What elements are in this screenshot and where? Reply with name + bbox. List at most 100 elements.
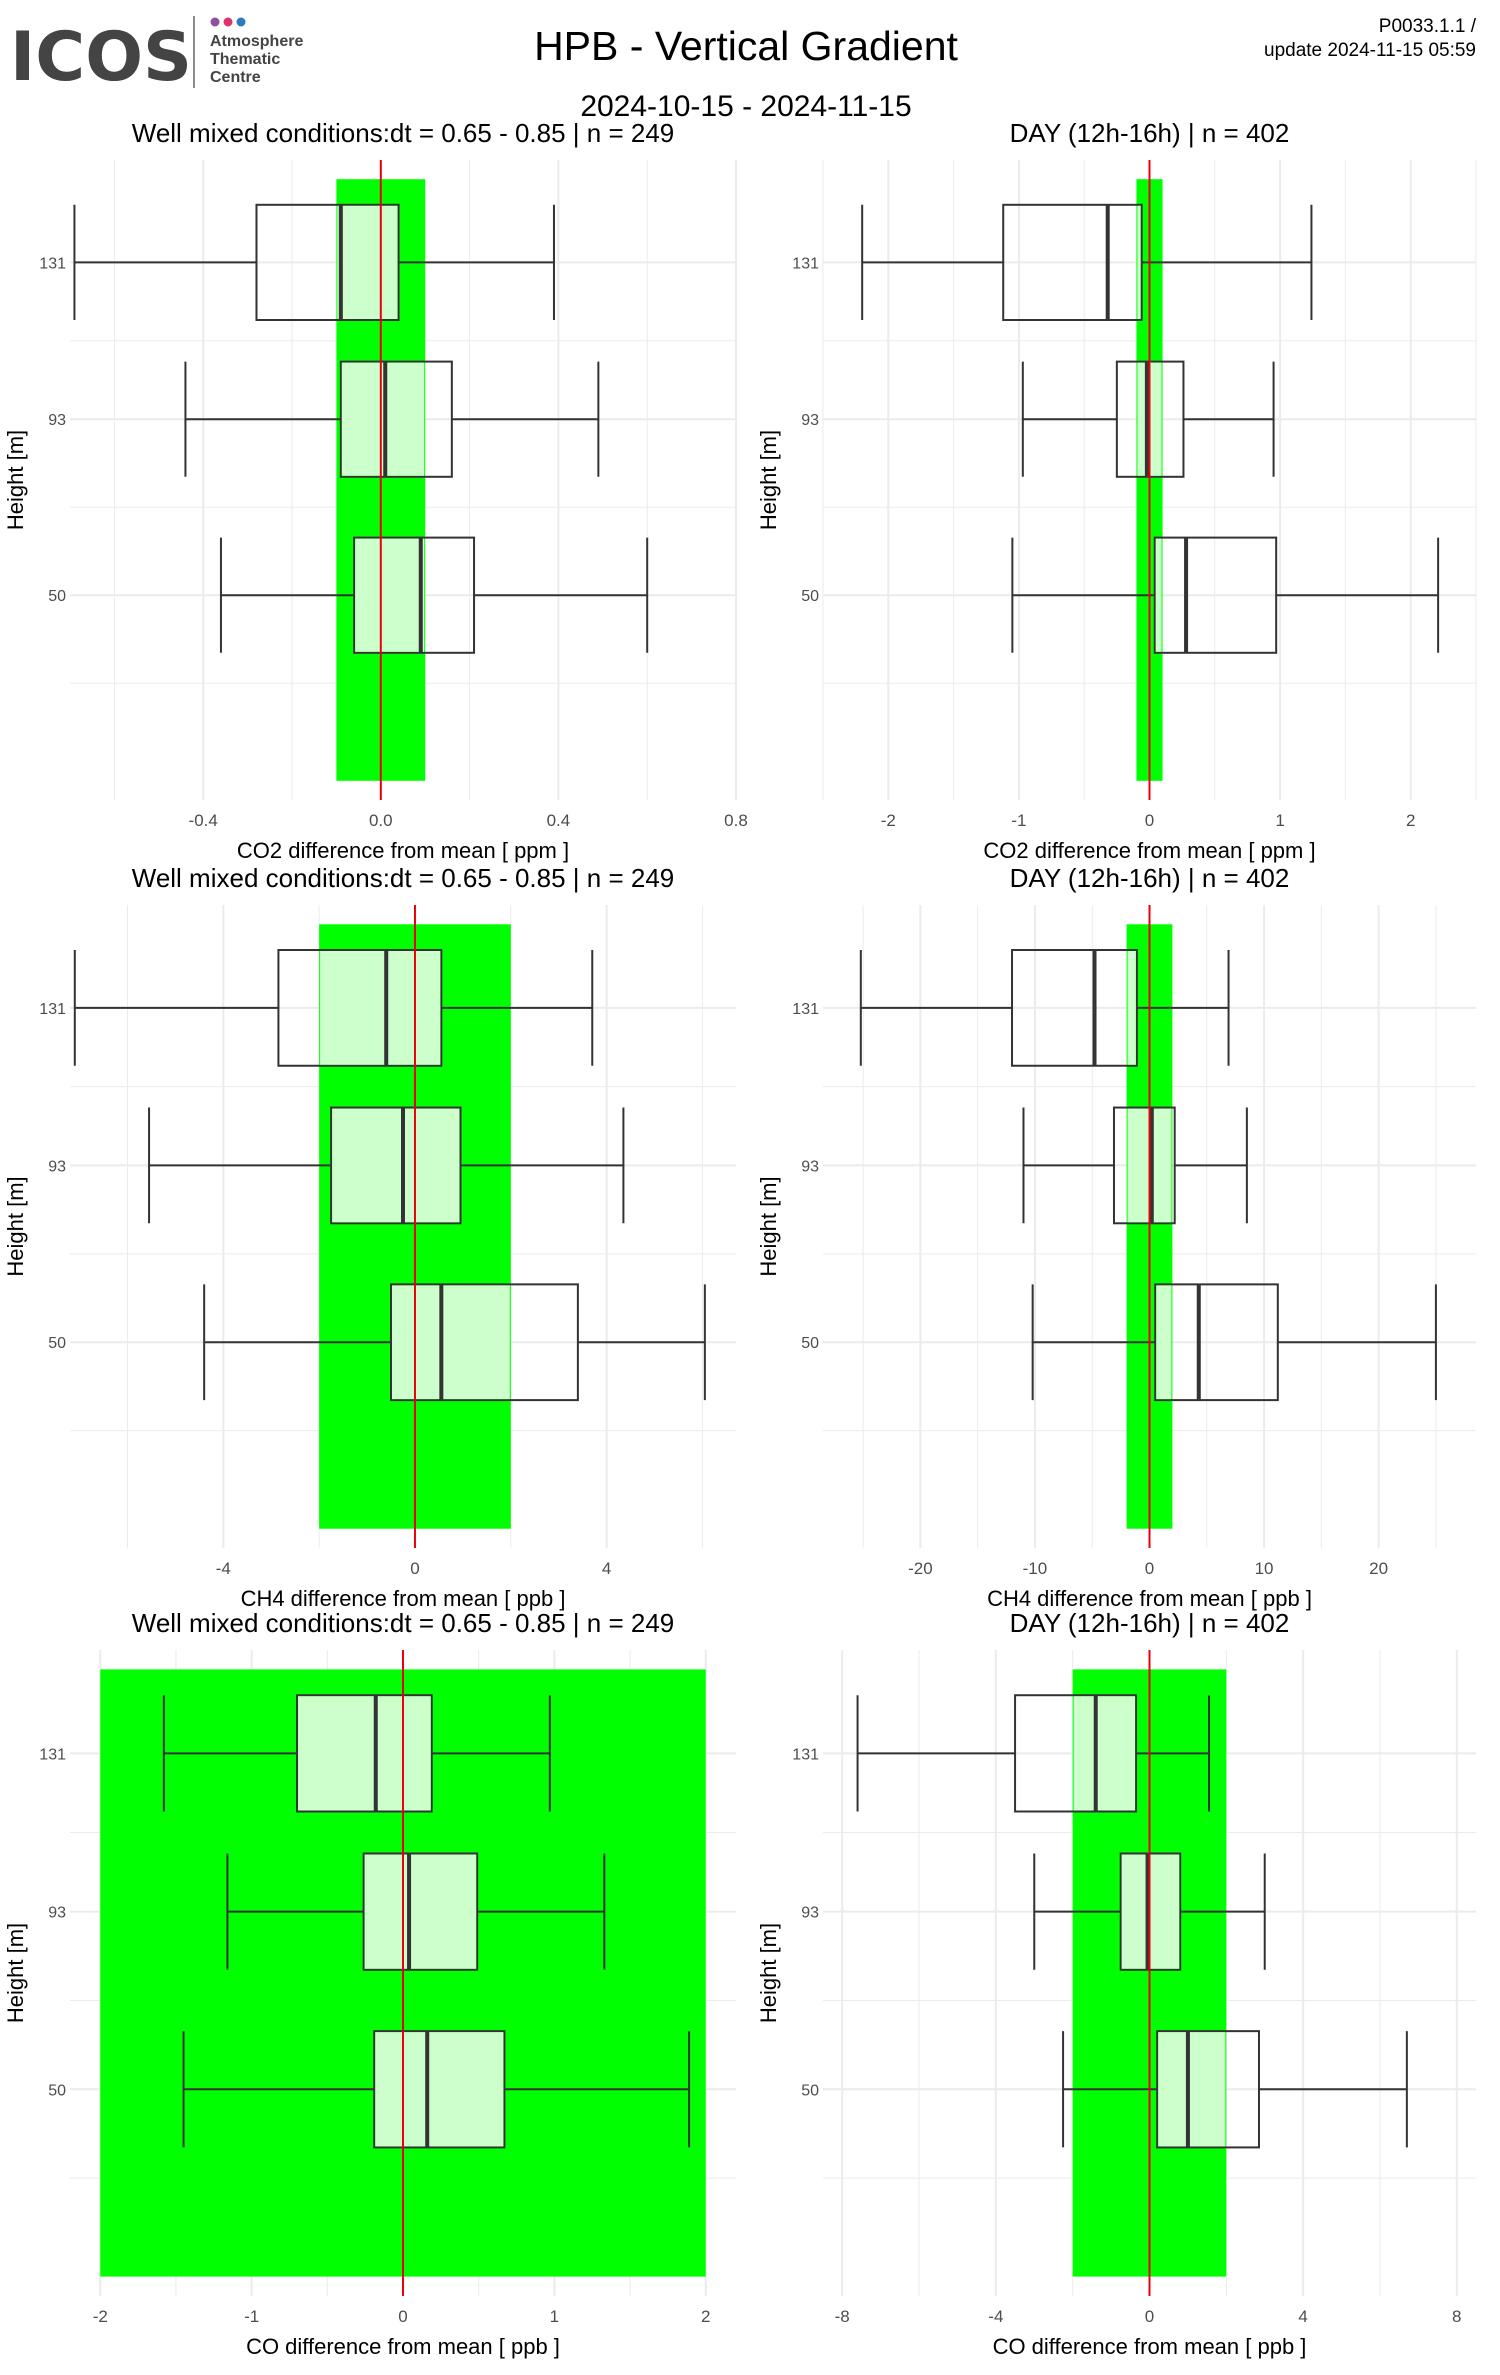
x-tick-label: -4 — [988, 2307, 1003, 2326]
y-tick-label: 93 — [801, 412, 819, 429]
x-tick-label: 1 — [550, 2307, 559, 2326]
x-tick-label: -2 — [93, 2307, 108, 2326]
panels: Well mixed conditions:dt = 0.65 - 0.85 |… — [3, 118, 1477, 2359]
logo-subtitle-3: Centre — [210, 69, 261, 86]
logo-dot-pink — [223, 17, 233, 27]
update-timestamp: update 2024-11-15 05:59 — [1264, 40, 1476, 61]
x-tick-label: 8 — [1452, 2307, 1461, 2326]
box-fill — [392, 1285, 510, 1400]
box-fill — [1073, 1696, 1136, 1811]
box-body — [390, 1283, 579, 1402]
x-tick-label: 0.4 — [547, 811, 571, 830]
box-fill — [364, 1854, 477, 1969]
y-tick-label: 50 — [48, 2082, 66, 2099]
box-fill — [375, 2032, 504, 2147]
box-131 — [859, 949, 1230, 1067]
y-tick-label: 50 — [48, 588, 66, 605]
x-axis-label: CO difference from mean [ ppb ] — [993, 2334, 1307, 2359]
y-tick-label: 131 — [792, 255, 819, 272]
box-body — [1112, 1106, 1176, 1225]
x-tick-label: 2 — [1406, 811, 1415, 830]
y-axis-label: Height [m] — [756, 1176, 781, 1276]
box-body — [1154, 1283, 1279, 1402]
y-tick-label: 131 — [39, 1746, 66, 1763]
box-fill — [332, 1108, 460, 1223]
y-axis-label: Height [m] — [756, 430, 781, 530]
logo-dot-blue — [236, 17, 246, 27]
page-title: HPB - Vertical Gradient — [534, 23, 958, 69]
box-131 — [856, 1694, 1211, 1813]
x-tick-label: 10 — [1255, 1559, 1274, 1578]
x-tick-label: -8 — [835, 2307, 850, 2326]
logo-dot-purple — [210, 17, 220, 27]
x-tick-label: 0 — [398, 2307, 407, 2326]
y-tick-label: 131 — [39, 255, 66, 272]
box-50 — [1062, 2030, 1408, 2149]
x-tick-label: 20 — [1369, 1559, 1388, 1578]
box-body — [1156, 2030, 1260, 2149]
x-tick-label: -0.4 — [189, 811, 218, 830]
box-body — [339, 360, 453, 478]
x-tick-label: 2 — [701, 2307, 710, 2326]
panel-title: Well mixed conditions:dt = 0.65 - 0.85 |… — [132, 118, 674, 148]
y-axis-label: Height [m] — [3, 430, 28, 530]
chart-panel-2: DAY (12h-16h) | n = 402 131 93 50 -2 -1 0 1 2 CO2… — [756, 118, 1477, 863]
box-50 — [1011, 536, 1440, 654]
y-tick-label: 50 — [48, 1335, 66, 1352]
x-axis-label: CO2 difference from mean [ ppm ] — [237, 838, 569, 863]
y-tick-label: 93 — [801, 1158, 819, 1175]
box-body — [362, 1852, 479, 1971]
box-93 — [226, 1852, 606, 1971]
header: ICOS Atmosphere Thematic Centre HPB - Ve… — [10, 16, 1477, 123]
y-tick-label: 93 — [48, 1905, 66, 1922]
y-tick-label: 131 — [39, 1001, 66, 1018]
x-tick-label: -4 — [216, 1559, 231, 1578]
box-131 — [162, 1694, 551, 1813]
box-fill — [1127, 951, 1136, 1065]
box-body — [296, 1694, 433, 1813]
x-axis-label: CH4 difference from mean [ ppb ] — [241, 1586, 566, 1611]
box-fill — [341, 362, 425, 476]
x-tick-label: 0 — [1145, 811, 1154, 830]
box-131 — [73, 949, 594, 1067]
y-axis-label: Height [m] — [3, 1176, 28, 1276]
product-code: P0033.1.1 / — [1379, 16, 1477, 37]
box-131 — [73, 203, 555, 321]
x-axis-label: CO2 difference from mean [ ppm ] — [983, 838, 1315, 863]
box-93 — [148, 1106, 625, 1225]
box-body — [373, 2030, 506, 2149]
box-fill — [1158, 2032, 1226, 2147]
box-body — [277, 949, 443, 1067]
x-tick-label: -1 — [244, 2307, 259, 2326]
x-tick-label: -20 — [908, 1559, 933, 1578]
box-fill — [320, 951, 441, 1065]
x-tick-label: 4 — [1298, 2307, 1307, 2326]
x-axis-label: CH4 difference from mean [ ppb ] — [987, 1586, 1312, 1611]
box-50 — [1031, 1283, 1437, 1402]
chart-panel-3: Well mixed conditions:dt = 0.65 - 0.85 |… — [3, 863, 736, 1611]
box-fill — [1137, 205, 1141, 319]
panel-title: Well mixed conditions:dt = 0.65 - 0.85 |… — [132, 863, 674, 893]
box-131 — [861, 203, 1313, 321]
chart-panel-5: Well mixed conditions:dt = 0.65 - 0.85 |… — [3, 1608, 736, 2359]
y-axis-label: Height [m] — [3, 1923, 28, 2023]
logo-subtitle-1: Atmosphere — [210, 33, 303, 50]
x-tick-label: 0.8 — [724, 811, 748, 830]
y-tick-label: 131 — [792, 1746, 819, 1763]
y-tick-label: 50 — [801, 588, 819, 605]
chart-panel-4: DAY (12h-16h) | n = 402 131 93 50 -20 -10 0 10 2… — [756, 863, 1476, 1611]
box-fill — [355, 538, 425, 652]
box-body — [330, 1106, 462, 1225]
x-tick-label: -2 — [881, 811, 896, 830]
box-93 — [184, 360, 600, 478]
box-fill — [337, 205, 398, 319]
box-body — [1011, 949, 1138, 1067]
panel-title: DAY (12h-16h) | n = 402 — [1010, 1608, 1290, 1638]
x-tick-label: 0 — [410, 1559, 419, 1578]
x-tick-label: 0 — [1145, 2307, 1154, 2326]
logo-subtitle-2: Thematic — [210, 51, 280, 68]
chart-panel-1: Well mixed conditions:dt = 0.65 - 0.85 |… — [3, 118, 748, 863]
box-fill — [298, 1696, 431, 1811]
box-93 — [1021, 360, 1275, 478]
